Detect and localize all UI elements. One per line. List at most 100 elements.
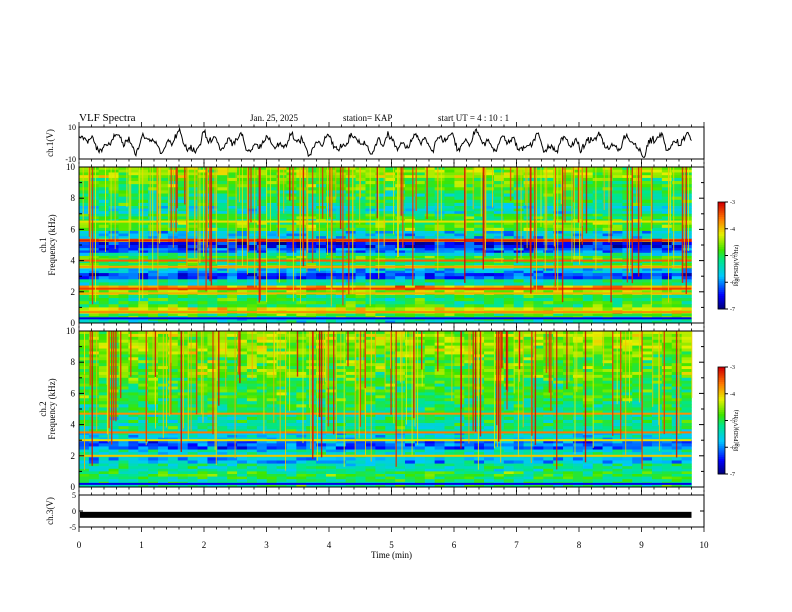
ch1-spectrogram-cell bbox=[256, 236, 267, 240]
ch1-spectrogram-cell bbox=[414, 273, 426, 277]
ch1-spectrogram-cell bbox=[88, 230, 100, 234]
ch1-spectrogram-cell bbox=[167, 255, 179, 259]
ch1-spectrogram-cell bbox=[454, 236, 465, 240]
ch1-spectrogram-cell bbox=[493, 320, 505, 324]
ch1-spectrogram-cell bbox=[563, 193, 574, 197]
ch1-spectrogram-cell bbox=[108, 196, 119, 201]
ch2-spectrogram-cell bbox=[434, 374, 445, 379]
ch1-spectrogram-cell bbox=[158, 273, 169, 277]
ch1-spectrogram-cell bbox=[108, 167, 119, 171]
ch1-spectrogram-cell bbox=[375, 255, 386, 259]
ch1-spectrogram-cell bbox=[197, 318, 208, 321]
ch1-spectrogram-cell bbox=[266, 184, 277, 188]
ch1-spectrogram-cell bbox=[246, 262, 258, 266]
ch1-spectrogram-cell bbox=[424, 255, 435, 259]
ch2-spectrogram-cell bbox=[454, 383, 465, 387]
ch1-spectrogram-cell bbox=[503, 181, 514, 185]
ch1-spectrogram-cell bbox=[553, 227, 564, 232]
ch1-spectrogram-cell bbox=[118, 276, 129, 280]
ch2-spectrogram-cell bbox=[286, 363, 297, 367]
ch1-spectrogram-cell bbox=[602, 282, 613, 286]
ch1-spectrogram-cell bbox=[345, 307, 356, 311]
ch2-spectrogram-cell bbox=[88, 339, 100, 343]
ch1-spectrogram-cell bbox=[563, 313, 574, 317]
ch1-spectrogram-cell bbox=[602, 304, 613, 308]
ch1-spectrogram-cell bbox=[167, 279, 179, 283]
ch2-spectrogram-cell bbox=[474, 377, 485, 382]
ch1-spectrogram-cell bbox=[503, 208, 514, 212]
ch2-spectrogram-cell bbox=[118, 354, 129, 358]
ch1-spectrogram-cell bbox=[464, 304, 475, 308]
ch1-spectrogram-cell bbox=[424, 294, 435, 299]
ch2-spectrogram-cell bbox=[237, 371, 248, 376]
ch1-spectrogram-cell bbox=[306, 304, 317, 308]
ch1-spectrogram-cell bbox=[444, 230, 455, 234]
ch1-spectrogram-cell bbox=[335, 258, 347, 261]
ch1-spectrogram-ytick-label: 8 bbox=[71, 193, 76, 203]
ch1-spectrogram-cell bbox=[98, 236, 109, 240]
ch1-spectrogram-cell bbox=[434, 252, 445, 257]
ch2-spectrogram-cell bbox=[602, 354, 613, 358]
ch1-spectrogram-cell bbox=[375, 252, 386, 257]
ch1-spectrogram-cell bbox=[375, 227, 386, 232]
ch2-spectrogram-cell bbox=[661, 333, 673, 338]
ch1-spectrogram-cell bbox=[671, 193, 682, 197]
ch1-spectrogram-cell bbox=[612, 199, 623, 204]
ch1-spectrogram-cell bbox=[306, 181, 317, 185]
ch1-spectrogram-cell bbox=[651, 270, 663, 274]
ch1-spectrogram-cell bbox=[553, 315, 564, 319]
ch1-spectrogram-cell bbox=[306, 190, 317, 194]
ch1-spectrogram-cell bbox=[582, 227, 594, 232]
ch1-spectrogram-cell bbox=[237, 270, 248, 274]
ch1-spectrogram-cell bbox=[256, 177, 267, 182]
ch2-spectrogram-cell bbox=[632, 371, 643, 376]
ch2-spectrogram-cell bbox=[276, 345, 287, 349]
ch1-spectrogram-cell bbox=[563, 268, 574, 272]
ch1-spectrogram-cell bbox=[444, 304, 455, 308]
ch1-spectrogram-cell bbox=[306, 282, 317, 286]
ch1-spectrogram-cell bbox=[79, 187, 90, 191]
ch2-spectrogram-cell bbox=[602, 369, 613, 373]
ch2-spectrogram-cell bbox=[286, 377, 297, 382]
ch1-spectrogram-cell bbox=[424, 193, 435, 197]
ch1-spectrogram-cell bbox=[266, 172, 277, 176]
ch1-spectrogram-cell bbox=[523, 190, 534, 194]
ch1-spectrogram-cell bbox=[158, 196, 169, 201]
ch1-spectrogram-cell bbox=[602, 276, 613, 280]
ch1-spectrogram-cell bbox=[414, 196, 426, 201]
ch2-spectrogram-cell bbox=[602, 345, 613, 349]
ch1-spectrogram-cell bbox=[602, 260, 613, 264]
ch2-spectrogram-cell bbox=[474, 386, 485, 390]
ch2-spectrogram-cell bbox=[523, 351, 534, 355]
ch1-spectrogram-spike bbox=[536, 167, 537, 293]
ch1-spectrogram-cell bbox=[454, 202, 465, 207]
ch1-spectrogram-cell bbox=[513, 199, 524, 204]
ch1-spectrogram-cell bbox=[79, 315, 90, 319]
ch1-spectrogram-cell bbox=[345, 262, 356, 266]
ch1-spectrogram-cell bbox=[79, 206, 90, 209]
ch1-spectrogram-cell bbox=[148, 227, 159, 232]
ch2-spectrogram-cell bbox=[296, 351, 307, 355]
ch1-spectrogram-cell bbox=[651, 294, 663, 299]
ch1-spectrogram-cell bbox=[375, 233, 386, 237]
ch1-spectrogram-cell bbox=[316, 224, 327, 229]
ch1-spectrogram-spike bbox=[254, 167, 256, 288]
ch1-spectrogram-cell bbox=[138, 279, 149, 283]
ch1-spectrogram-cell bbox=[612, 262, 623, 266]
ch1-spectrogram-cell bbox=[227, 250, 238, 254]
ch2-spectrogram-cell bbox=[602, 348, 613, 352]
ch1-spectrogram-cell bbox=[197, 193, 208, 197]
ch2-spectrogram-cell bbox=[246, 386, 258, 390]
ch2-spectrogram-cell bbox=[424, 351, 435, 355]
ch1-spectrogram-cell bbox=[563, 276, 574, 280]
ch1-spectrogram-cell bbox=[375, 262, 386, 266]
ch1-spectrogram-cell bbox=[148, 167, 159, 171]
ch1-spectrogram-cell bbox=[256, 279, 267, 283]
ch1-spectrogram-cell bbox=[246, 169, 258, 173]
ch1-spectrogram-cell bbox=[266, 279, 277, 283]
ch1-spectrogram-cell bbox=[395, 320, 406, 324]
ch1-spectrogram-cell bbox=[385, 221, 396, 226]
ch1-spectrogram-cell bbox=[286, 252, 297, 257]
ch1-spectrogram-cell bbox=[454, 276, 465, 280]
ch2-spectrogram-cell bbox=[227, 336, 238, 341]
